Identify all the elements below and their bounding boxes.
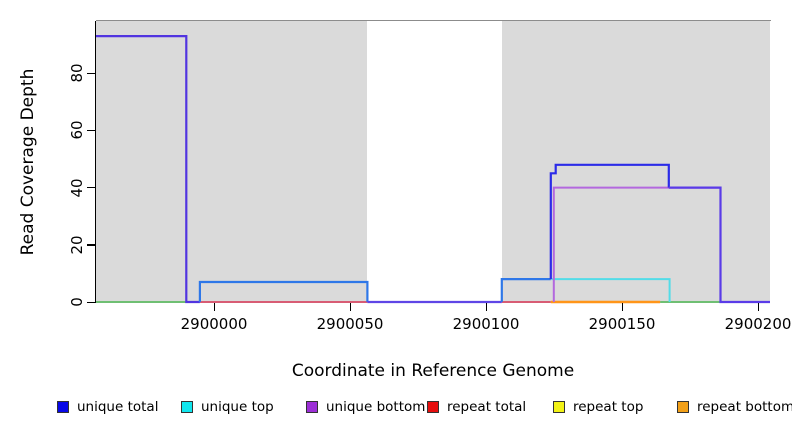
line-total-tail-violet <box>668 186 770 304</box>
plot-top-border <box>96 20 771 22</box>
legend-label: repeat bottom <box>697 399 792 415</box>
x-tick-mark <box>349 303 351 311</box>
line-total-box7-blue <box>198 280 369 302</box>
y-tick-mark <box>87 72 96 75</box>
line-unique-top-cyan-box <box>551 278 671 302</box>
legend-swatch-icon <box>306 401 318 413</box>
legend-swatch-icon <box>57 401 69 413</box>
gray-region-right <box>501 21 770 303</box>
y-axis-line <box>95 21 97 303</box>
x-tick-mark <box>485 303 487 311</box>
line-unique-bottom-purple <box>552 186 720 302</box>
x-tick-label: 2900050 <box>316 315 384 333</box>
legend-label: unique total <box>77 399 159 415</box>
line-total-box8-blue <box>500 278 551 302</box>
x-tick-mark <box>213 303 215 311</box>
y-tick-mark <box>87 129 96 132</box>
legend-label: repeat top <box>573 399 644 415</box>
y-tick-mark <box>87 187 96 189</box>
y-tick-mark <box>87 301 96 303</box>
x-tick-mark <box>621 303 623 311</box>
line-total-93-violet <box>96 35 200 304</box>
coverage-lines-svg <box>96 35 770 304</box>
x-tick-label: 2900200 <box>724 315 792 333</box>
y-tick-label: 80 <box>68 63 86 83</box>
x-tick-label: 2900000 <box>180 315 248 333</box>
legend-swatch-icon <box>181 401 193 413</box>
legend-swatch-icon <box>677 401 689 413</box>
legend-label: unique bottom <box>326 399 426 415</box>
legend-swatch-icon <box>553 401 565 413</box>
x-tick-label: 2900150 <box>588 315 656 333</box>
y-axis-title: Read Coverage Depth <box>18 68 38 256</box>
line-total-high-blue <box>549 163 670 280</box>
y-tick-label: 40 <box>68 178 86 198</box>
x-axis-title: Coordinate in Reference Genome <box>291 361 575 381</box>
y-tick-mark <box>87 244 96 246</box>
y-tick-label: 20 <box>68 235 86 255</box>
legend-label: unique top <box>201 399 274 415</box>
legend-label: repeat total <box>447 399 527 415</box>
y-tick-label: 60 <box>68 120 86 140</box>
y-tick-label: 0 <box>68 297 86 307</box>
gray-region-left <box>96 21 368 303</box>
x-tick-label: 2900100 <box>452 315 520 333</box>
legend-swatch-icon <box>427 401 439 413</box>
plot-area <box>96 21 770 304</box>
x-tick-mark <box>757 303 759 311</box>
